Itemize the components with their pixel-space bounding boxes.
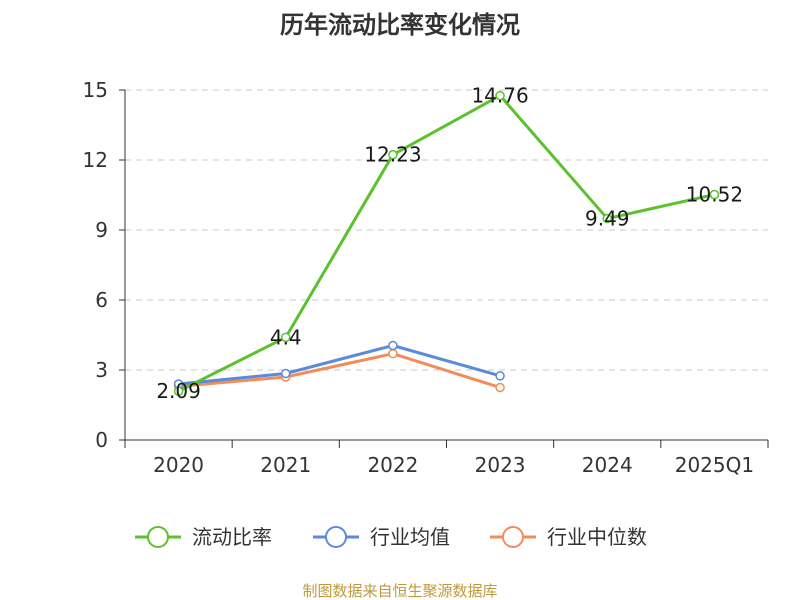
data-point <box>709 189 720 200</box>
data-point <box>388 340 398 351</box>
legend-swatch-marker <box>502 526 524 548</box>
series-lines <box>173 90 720 396</box>
y-tick-label: 6 <box>95 288 108 312</box>
legend-label: 流动比率 <box>192 525 272 549</box>
data-point <box>388 348 398 359</box>
x-tick-label: 2022 <box>367 453 418 477</box>
x-tick-label: 2023 <box>475 453 526 477</box>
data-label: 14.76 <box>471 84 528 108</box>
source-note: 制图数据来自恒生聚源数据库 <box>302 582 497 600</box>
x-tick-label: 2021 <box>260 453 311 477</box>
x-tick-label: 2020 <box>153 453 204 477</box>
data-point <box>495 90 505 101</box>
data-point <box>281 368 291 379</box>
y-tick-label: 9 <box>95 218 108 242</box>
legend-label: 行业中位数 <box>547 525 647 549</box>
data-point <box>602 213 612 224</box>
data-point <box>281 332 291 343</box>
legend-swatch-marker <box>147 526 169 548</box>
chart-title: 历年流动比率变化情况 <box>280 11 520 39</box>
data-labels: 2.09 4.4 12.23 14.76 9.49 10.52 <box>156 84 743 404</box>
data-label: 9.49 <box>585 207 630 231</box>
series-line-0 <box>177 94 715 393</box>
x-tick-label: 2025Q1 <box>675 453 754 477</box>
data-label: 4.4 <box>270 325 302 349</box>
series-line-1 <box>178 344 501 386</box>
data-label: 2.09 <box>156 379 201 403</box>
grid-lines <box>125 89 768 371</box>
y-tick-label: 12 <box>83 148 108 172</box>
series-line-2 <box>178 352 501 389</box>
data-point <box>173 386 184 396</box>
y-tick-label: 0 <box>95 428 108 452</box>
legend-swatch-marker <box>325 526 347 548</box>
axes: 0 3 6 9 12 15 2020 2021 2022 2023 2024 2025Q1 <box>83 78 769 477</box>
legend: 流动比率 行业均值 行业中位数 <box>135 525 647 549</box>
legend-label: 行业均值 <box>370 525 450 549</box>
data-label: 10.52 <box>686 183 743 207</box>
data-label: 12.23 <box>364 143 421 167</box>
data-point <box>495 371 505 381</box>
x-tick-label: 2024 <box>582 453 633 477</box>
data-point <box>388 149 398 160</box>
data-point <box>495 382 505 393</box>
y-tick-label: 3 <box>95 358 108 382</box>
y-tick-label: 15 <box>83 78 108 102</box>
